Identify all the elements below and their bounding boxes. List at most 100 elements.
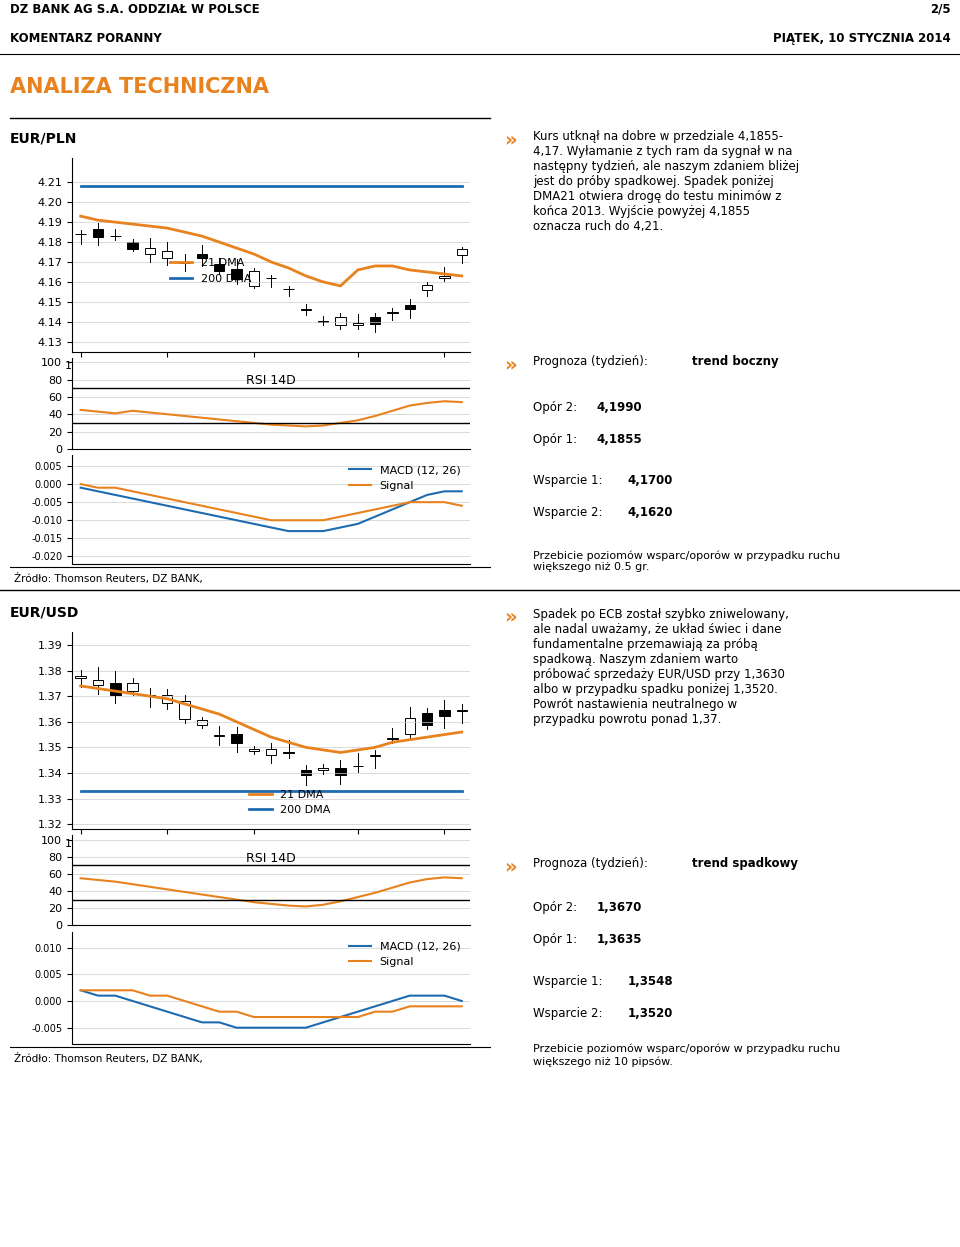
- Signal: [335, 1010, 347, 1025]
- 200 DMA: [300, 178, 312, 193]
- Text: Źródło: Thomson Reuters, DZ BANK,: Źródło: Thomson Reuters, DZ BANK,: [14, 572, 204, 584]
- 200 DMA: [265, 783, 276, 798]
- Bar: [266, 748, 276, 754]
- 21 DMA: [248, 722, 259, 737]
- 21 DMA: [75, 208, 86, 223]
- Signal: [421, 495, 433, 510]
- MACD (12, 26): [300, 1020, 312, 1035]
- Bar: [128, 242, 138, 249]
- Text: Opór 2:: Opór 2:: [533, 400, 581, 414]
- 200 DMA: [318, 783, 329, 798]
- Bar: [300, 771, 311, 776]
- 200 DMA: [456, 178, 468, 193]
- Signal: [144, 488, 156, 503]
- 21 DMA: [283, 261, 295, 276]
- Text: »: »: [504, 857, 516, 875]
- 200 DMA: [196, 178, 207, 193]
- Text: Przebicie poziomów wsparc/oporów w przypadku ruchu
większego niż 0.5 gr.: Przebicie poziomów wsparc/oporów w przyp…: [533, 550, 840, 572]
- MACD (12, 26): [196, 1015, 207, 1030]
- Signal: [179, 495, 190, 510]
- Signal: [109, 983, 121, 998]
- Signal: [230, 505, 242, 520]
- Bar: [421, 286, 432, 291]
- MACD (12, 26): [352, 516, 364, 531]
- 21 DMA: [265, 254, 276, 269]
- MACD (12, 26): [404, 988, 416, 1003]
- Text: Przebicie poziomów wsparc/oporów w przypadku ruchu
większego niż 10 pipsów.: Przebicie poziomów wsparc/oporów w przyp…: [533, 1044, 840, 1066]
- 200 DMA: [161, 178, 173, 193]
- Text: RSI 14D: RSI 14D: [247, 852, 296, 864]
- Signal: [370, 1004, 381, 1019]
- MACD (12, 26): [387, 501, 398, 516]
- Signal: [370, 501, 381, 516]
- Text: Wsparcie 1:: Wsparcie 1:: [533, 975, 606, 988]
- 200 DMA: [75, 178, 86, 193]
- MACD (12, 26): [75, 983, 86, 998]
- Legend: MACD (12, 26), Signal: MACD (12, 26), Signal: [344, 460, 465, 495]
- Bar: [352, 323, 363, 325]
- MACD (12, 26): [300, 524, 312, 539]
- 200 DMA: [230, 783, 242, 798]
- MACD (12, 26): [230, 1020, 242, 1035]
- 200 DMA: [300, 783, 312, 798]
- Bar: [214, 264, 225, 272]
- Text: 1,3548: 1,3548: [628, 975, 673, 988]
- 21 DMA: [213, 234, 225, 249]
- Bar: [231, 268, 242, 279]
- Signal: [335, 509, 347, 524]
- 200 DMA: [248, 178, 259, 193]
- 21 DMA: [265, 729, 276, 744]
- Bar: [421, 713, 432, 726]
- 200 DMA: [387, 178, 398, 193]
- MACD (12, 26): [456, 994, 468, 1009]
- 21 DMA: [283, 734, 295, 749]
- Signal: [248, 1010, 259, 1025]
- 200 DMA: [456, 783, 468, 798]
- 21 DMA: [300, 268, 312, 283]
- 21 DMA: [370, 258, 381, 273]
- 21 DMA: [456, 268, 468, 283]
- Text: Kurs utknął na dobre w przedziale 4,1855-
4,17. Wyłamanie z tych ram da sygnał w: Kurs utknął na dobre w przedziale 4,1855…: [533, 130, 799, 233]
- MACD (12, 26): [352, 1004, 364, 1019]
- Bar: [162, 251, 173, 258]
- 200 DMA: [283, 783, 295, 798]
- MACD (12, 26): [179, 501, 190, 516]
- MACD (12, 26): [248, 516, 259, 531]
- MACD (12, 26): [92, 988, 104, 1003]
- Signal: [456, 999, 468, 1014]
- Bar: [440, 276, 449, 278]
- 21 DMA: [404, 732, 416, 747]
- Signal: [213, 1004, 225, 1019]
- Bar: [249, 749, 259, 751]
- Text: 4,1700: 4,1700: [628, 474, 673, 488]
- 200 DMA: [421, 783, 433, 798]
- 200 DMA: [144, 178, 156, 193]
- 21 DMA: [92, 681, 104, 696]
- Bar: [162, 695, 173, 703]
- MACD (12, 26): [370, 999, 381, 1014]
- 200 DMA: [404, 178, 416, 193]
- 21 DMA: [144, 218, 156, 233]
- 200 DMA: [161, 783, 173, 798]
- Text: 1,3635: 1,3635: [597, 933, 642, 946]
- 21 DMA: [213, 707, 225, 722]
- 21 DMA: [439, 267, 450, 282]
- Bar: [440, 711, 449, 716]
- Signal: [196, 499, 207, 514]
- 200 DMA: [248, 783, 259, 798]
- 200 DMA: [92, 178, 104, 193]
- Bar: [197, 721, 207, 725]
- Bar: [370, 318, 380, 324]
- MACD (12, 26): [439, 988, 450, 1003]
- 200 DMA: [404, 783, 416, 798]
- MACD (12, 26): [144, 999, 156, 1014]
- Bar: [128, 683, 138, 691]
- Line: 21 DMA: 21 DMA: [81, 686, 462, 752]
- MACD (12, 26): [456, 484, 468, 499]
- Text: DZ BANK AG S.A. ODDZIAŁ W POLSCE: DZ BANK AG S.A. ODDZIAŁ W POLSCE: [10, 2, 259, 16]
- Signal: [300, 1010, 312, 1025]
- 21 DMA: [92, 213, 104, 228]
- Text: »: »: [504, 355, 516, 374]
- MACD (12, 26): [283, 524, 295, 539]
- 200 DMA: [92, 783, 104, 798]
